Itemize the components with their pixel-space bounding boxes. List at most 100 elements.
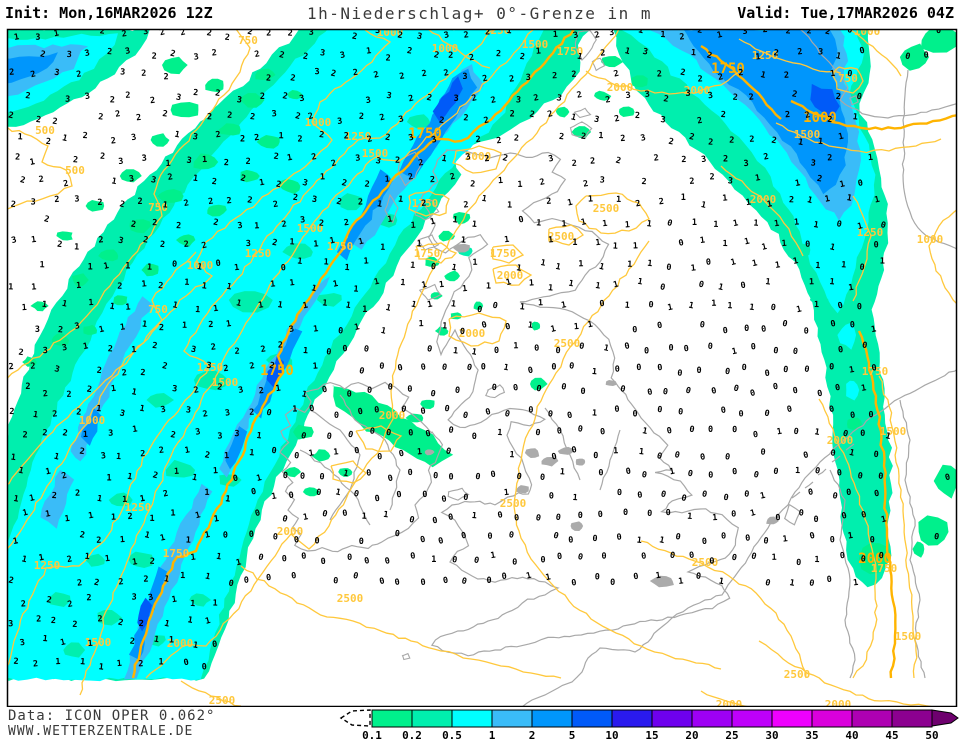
precip-digit: 0	[764, 369, 770, 380]
contour-label: 1750	[490, 247, 517, 260]
precip-digit: 3	[727, 176, 733, 187]
precip-digit: 1	[190, 599, 196, 609]
precip-digit: 1	[592, 408, 598, 418]
precip-digit: 1	[165, 159, 171, 169]
precip-digit: 1	[277, 300, 284, 311]
precip-digit: 0	[624, 341, 631, 352]
legend-tick-label: 50	[925, 729, 938, 741]
precip-digit: 1	[830, 69, 836, 80]
precip-digit: 1	[163, 619, 170, 630]
precip-digit: 2	[239, 173, 246, 184]
precip-digit: 0	[636, 363, 642, 373]
precip-digit: 2	[273, 152, 279, 163]
precip-digit: 1	[503, 488, 509, 498]
precip-digit: 0	[266, 573, 272, 584]
precip-digit: 1	[159, 533, 166, 544]
precip-digit: 2	[785, 110, 791, 120]
precip-digit: 1	[638, 447, 644, 458]
precip-digit: 2	[501, 153, 508, 164]
precip-digit: 3	[246, 239, 251, 249]
precip-digit: 1	[149, 514, 154, 524]
precip-digit: 1	[302, 346, 308, 356]
precip-digit: 2	[62, 428, 68, 439]
precip-digit: 1	[527, 320, 533, 330]
precip-patch	[113, 295, 128, 306]
precip-digit: 0	[448, 425, 455, 436]
precip-patch	[256, 135, 280, 149]
precip-digit: 1	[141, 279, 147, 289]
precip-digit: 1	[131, 345, 137, 355]
precip-patch	[556, 106, 570, 118]
precip-digit: 2	[496, 136, 502, 147]
precip-digit: 1	[536, 218, 542, 228]
precip-digit: 1	[297, 256, 303, 267]
precip-digit: 0	[374, 494, 380, 505]
precip-digit: 0	[398, 449, 405, 460]
contour-label: 1250	[484, 28, 511, 37]
precip-digit: 0	[569, 361, 575, 371]
precip-digit: 2	[15, 153, 20, 163]
contour-label: 500	[35, 124, 55, 137]
precip-digit: 0	[781, 319, 788, 330]
precip-digit: 0	[444, 404, 451, 415]
precip-digit: 2	[54, 195, 60, 205]
precip-digit: 0	[761, 324, 767, 335]
precip-digit: 2	[76, 408, 82, 418]
precip-digit: 2	[141, 69, 147, 79]
precip-digit: 1	[603, 343, 610, 354]
precip-digit: 0	[923, 50, 929, 60]
precip-digit: 0	[731, 510, 736, 520]
precip-patch	[128, 551, 154, 568]
urban-area	[649, 575, 674, 588]
precip-digit: 1	[116, 452, 122, 462]
legend-tick-label: 45	[885, 729, 898, 741]
contour-label: 1000	[305, 116, 332, 129]
precip-digit: 1	[302, 512, 309, 523]
precip-digit: 2	[689, 177, 695, 187]
precip-digit: 1	[301, 389, 308, 400]
precip-digit: 1	[870, 324, 877, 335]
precip-digit: 2	[39, 49, 46, 60]
precip-digit: 2	[61, 471, 69, 482]
precip-digit: 1	[517, 180, 522, 190]
precip-digit: 0	[871, 363, 878, 374]
precip-digit: 2	[679, 32, 685, 42]
contour-line	[548, 224, 584, 246]
precip-digit: 1	[83, 430, 88, 440]
precip-digit: 2	[97, 198, 102, 208]
precip-digit: 0	[504, 322, 511, 333]
precip-digit: 0	[288, 491, 294, 502]
precip-digit: 1	[669, 467, 676, 478]
precip-digit: 0	[294, 451, 300, 461]
precip-digit: 1	[289, 278, 295, 289]
precip-digit: 2	[139, 619, 144, 629]
precip-digit: 1	[196, 262, 203, 273]
contour-line	[849, 30, 902, 77]
precip-digit: 1	[431, 555, 436, 565]
precip-digit: 0	[641, 470, 648, 481]
precip-digit: 2	[45, 137, 51, 147]
contour-line	[852, 195, 872, 302]
precip-digit: 1	[119, 322, 125, 333]
precip-digit: 2	[571, 159, 577, 169]
precip-digit: 0	[420, 406, 426, 417]
precip-digit: 0	[501, 572, 507, 583]
legend-tick-label: 35	[805, 729, 818, 741]
precip-digit: 2	[201, 240, 209, 251]
precip-digit: 0	[300, 472, 305, 482]
contour-line	[818, 398, 878, 679]
precip-digit: 0	[752, 470, 759, 481]
precip-digit: 0	[842, 429, 850, 440]
precip-digit: 0	[744, 324, 749, 334]
precip-digit: 1	[852, 112, 858, 122]
precip-digit: 2	[433, 50, 440, 61]
precip-digit: 0	[860, 429, 865, 439]
precip-digit: 2	[204, 450, 211, 461]
precip-digit: 1	[215, 552, 222, 563]
precip-digit: 1	[824, 194, 831, 205]
precip-digit: 3	[548, 154, 555, 165]
precip-digit: 2	[278, 50, 285, 61]
precip-digit: 0	[859, 46, 866, 57]
precip-digit: 0	[688, 425, 695, 436]
